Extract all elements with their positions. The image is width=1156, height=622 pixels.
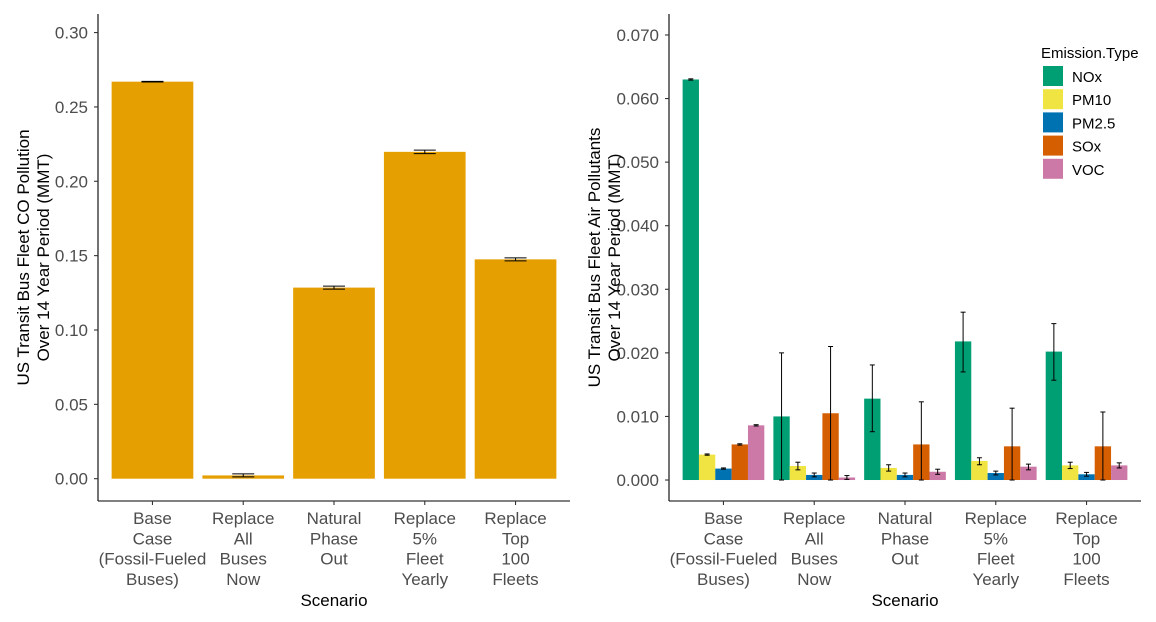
legend-title: Emission.Type (1041, 45, 1139, 62)
legend-label: PM2.5 (1072, 115, 1115, 132)
y-tick-label: 0.15 (55, 247, 88, 266)
x-tick-label: All (234, 529, 253, 548)
bar-pm10 (698, 454, 716, 481)
x-tick-label: Replace (394, 509, 456, 528)
x-tick-label: Fleets (492, 570, 538, 589)
x-tick-label: Buses) (697, 570, 750, 589)
x-tick-label: Top (502, 529, 529, 548)
x-tick-label: Now (226, 570, 261, 589)
x-tick-label: Replace (212, 509, 274, 528)
x-tick-label: Top (1073, 529, 1100, 548)
x-tick-label: Yearly (972, 570, 1019, 589)
y-tick-label: 0.030 (616, 280, 659, 299)
x-tick-label: Case (133, 529, 173, 548)
bar (383, 151, 466, 479)
y-tick-label: 0.020 (616, 344, 659, 363)
bar-pm25 (806, 474, 823, 481)
y-axis-title: US Transit Bus Fleet Air Pollutants (585, 128, 604, 388)
x-tick-label: Natural (307, 509, 362, 528)
x-tick-label: Out (320, 550, 348, 569)
bar-voc (1020, 466, 1037, 481)
x-tick-label: Phase (310, 529, 358, 548)
legend-label: VOC (1072, 162, 1105, 179)
bar-nox (682, 79, 699, 481)
x-tick-label: Base (133, 509, 172, 528)
bar-voc (747, 425, 765, 481)
bar-pm25 (715, 468, 732, 481)
x-tick-label: Yearly (401, 570, 448, 589)
bar-nox (864, 398, 881, 481)
legend-swatch (1043, 89, 1063, 110)
bar (474, 259, 557, 479)
y-tick-label: 0.060 (616, 90, 659, 109)
bar-nox (954, 341, 972, 481)
x-tick-label: 5% (412, 529, 437, 548)
x-tick-label: (Fossil-Fueled (670, 550, 778, 569)
x-tick-label: Fleets (1063, 570, 1109, 589)
bar-sox (731, 444, 748, 481)
y-tick-label: 0.070 (616, 26, 659, 45)
y-tick-label: 0.050 (616, 153, 659, 172)
bar-nox (1045, 351, 1063, 481)
x-tick-label: 100 (501, 550, 529, 569)
x-tick-label: Replace (484, 509, 546, 528)
y-axis-title: US Transit Bus Fleet CO Pollution (14, 129, 33, 385)
x-tick-label: 5% (983, 529, 1008, 548)
legend-label: PM10 (1072, 92, 1111, 109)
bar (293, 287, 375, 479)
y-tick-label: 0.25 (55, 98, 88, 117)
x-tick-label: Now (797, 570, 832, 589)
y-tick-label: 0.05 (55, 395, 88, 414)
bar-pm10 (971, 460, 988, 481)
x-tick-label: Fleet (406, 550, 444, 569)
bar-pm10 (1062, 465, 1079, 481)
y-tick-label: 0.000 (616, 471, 659, 490)
y-tick-label: 0.00 (55, 470, 88, 489)
x-tick-label: Replace (783, 509, 845, 528)
bar-pm25 (987, 473, 1004, 481)
legend-swatch (1043, 112, 1063, 133)
x-tick-label: Replace (965, 509, 1027, 528)
x-tick-label: Buses) (126, 570, 179, 589)
y-tick-label: 0.30 (55, 24, 88, 43)
x-tick-label: Case (704, 529, 744, 548)
bar-pm25 (896, 474, 914, 481)
x-tick-label: Natural (878, 509, 933, 528)
legend: Emission.Type NOx PM10 PM2.5 SOx VOC (1041, 45, 1139, 179)
y-axis-title: Over 14 Year Period (MMT) (34, 154, 53, 362)
x-axis-title: Scenario (871, 591, 938, 610)
legend-swatch (1043, 135, 1063, 156)
legend-label: NOx (1072, 69, 1103, 86)
bar-pm10 (880, 467, 897, 481)
y-tick-label: 0.040 (616, 217, 659, 236)
y-axis-title: Over 14 Year Period (MMT) (605, 154, 624, 362)
x-tick-label: (Fossil-Fueled (99, 550, 207, 569)
bar-pm10 (789, 466, 807, 481)
legend-swatch (1043, 158, 1063, 179)
x-tick-label: Fleet (977, 550, 1015, 569)
y-tick-label: 0.20 (55, 172, 88, 191)
x-tick-label: 100 (1072, 550, 1100, 569)
legend-label: SOx (1072, 139, 1102, 156)
x-tick-label: Phase (881, 529, 929, 548)
legend-swatch (1043, 66, 1063, 86)
x-axis-title: Scenario (300, 591, 367, 610)
x-tick-label: All (805, 529, 824, 548)
bar (111, 81, 194, 479)
x-tick-label: Buses (220, 550, 267, 569)
bar-pm25 (1078, 474, 1095, 481)
y-tick-label: 0.010 (616, 407, 659, 426)
bar-voc (1111, 465, 1128, 481)
x-tick-label: Replace (1055, 509, 1117, 528)
chart-panel-2: 0.000 0.010 0.020 0.030 0.040 0.050 0.060 0.070… (585, 14, 1141, 610)
x-tick-label: Base (704, 509, 743, 528)
bar-voc (929, 471, 946, 481)
x-tick-label: Buses (791, 550, 838, 569)
x-tick-label: Out (891, 550, 919, 569)
y-tick-label: 0.10 (55, 321, 88, 340)
